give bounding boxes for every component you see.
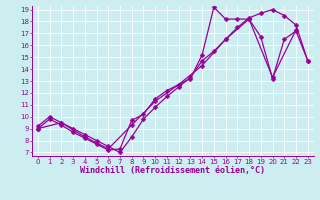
X-axis label: Windchill (Refroidissement éolien,°C): Windchill (Refroidissement éolien,°C) bbox=[80, 166, 265, 175]
